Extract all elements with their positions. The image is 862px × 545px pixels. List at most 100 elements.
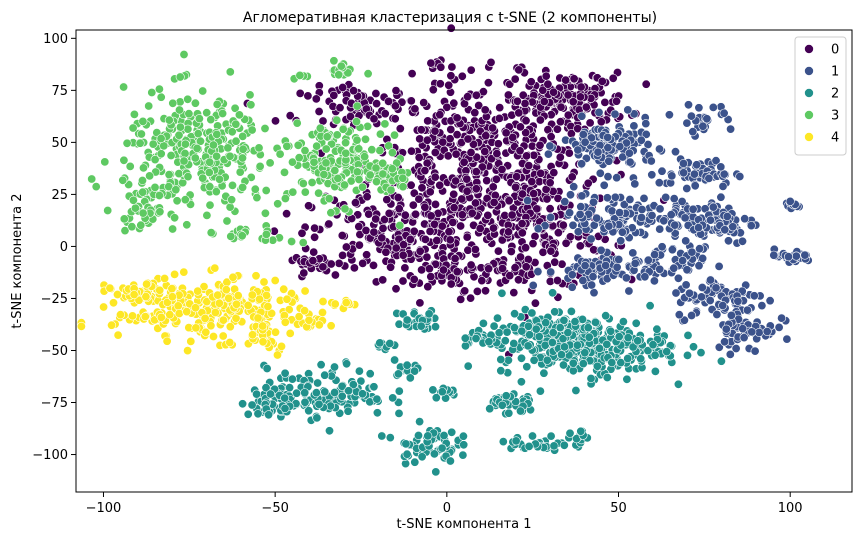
point-series-0	[398, 240, 408, 250]
point-series-3	[174, 169, 184, 179]
point-series-2	[516, 377, 526, 387]
point-series-3	[375, 129, 385, 139]
point-series-2	[437, 387, 447, 397]
point-series-2	[497, 288, 507, 298]
point-series-3	[154, 84, 164, 94]
point-series-3	[326, 208, 336, 218]
point-series-3	[260, 124, 270, 134]
point-series-0	[475, 224, 485, 234]
point-series-0	[561, 238, 571, 248]
point-series-1	[619, 200, 629, 210]
point-series-2	[503, 355, 513, 365]
point-series-3	[172, 196, 182, 206]
point-series-1	[630, 258, 640, 268]
point-series-2	[413, 430, 423, 440]
point-series-1	[669, 263, 679, 273]
x-axis-label: t-SNE компонента 1	[396, 517, 531, 532]
point-series-3	[309, 157, 319, 167]
point-series-0	[416, 125, 426, 135]
point-series-1	[624, 148, 634, 158]
point-series-2	[583, 323, 593, 333]
point-series-0	[510, 74, 520, 84]
point-series-0	[452, 267, 462, 277]
point-series-2	[416, 321, 426, 331]
point-series-2	[511, 436, 521, 446]
point-series-2	[314, 399, 324, 409]
point-series-0	[509, 288, 519, 298]
point-series-0	[511, 182, 521, 192]
legend-marker-0	[804, 44, 814, 54]
point-series-1	[705, 215, 715, 225]
point-series-1	[615, 208, 625, 218]
point-series-4	[233, 291, 243, 301]
legend-marker-2	[804, 88, 814, 98]
point-series-4	[253, 313, 263, 323]
point-series-0	[503, 90, 513, 100]
point-series-0	[310, 223, 320, 233]
point-series-0	[522, 151, 532, 161]
point-series-2	[716, 356, 726, 366]
point-series-2	[577, 314, 587, 324]
point-series-3	[246, 100, 256, 110]
point-series-0	[381, 247, 391, 257]
point-series-3	[175, 105, 185, 115]
point-series-0	[575, 92, 585, 102]
point-series-1	[677, 197, 687, 207]
x-tick-label: 0	[443, 501, 451, 516]
point-series-3	[275, 149, 285, 159]
point-series-4	[218, 331, 228, 341]
point-series-3	[261, 186, 271, 196]
point-series-3	[375, 146, 385, 156]
point-series-0	[504, 196, 514, 206]
point-series-2	[572, 340, 582, 350]
point-series-0	[526, 77, 536, 87]
point-series-0	[585, 118, 595, 128]
point-series-3	[212, 129, 222, 139]
point-series-2	[463, 361, 473, 371]
point-series-0	[362, 192, 372, 202]
legend-label-4: 4	[831, 131, 839, 146]
point-series-0	[552, 275, 562, 285]
point-series-1	[678, 159, 688, 169]
point-series-3	[398, 173, 408, 183]
point-series-1	[762, 326, 772, 336]
point-series-0	[386, 262, 396, 272]
series-1	[523, 100, 813, 359]
point-series-0	[435, 180, 445, 190]
point-series-1	[587, 280, 597, 290]
point-series-3	[205, 157, 215, 167]
legend-label-1: 1	[831, 65, 839, 80]
point-series-4	[160, 273, 170, 283]
point-series-0	[552, 124, 562, 134]
point-series-4	[156, 312, 166, 322]
point-series-0	[420, 202, 430, 212]
point-series-2	[478, 318, 488, 328]
point-series-1	[726, 124, 736, 134]
point-series-4	[105, 283, 115, 293]
point-series-1	[655, 204, 665, 214]
point-series-2	[592, 361, 602, 371]
point-series-3	[171, 185, 181, 195]
point-series-3	[139, 163, 149, 173]
point-series-3	[155, 207, 165, 217]
point-series-2	[238, 399, 248, 409]
point-series-0	[368, 260, 378, 270]
point-series-1	[607, 206, 617, 216]
point-series-0	[425, 226, 435, 236]
point-series-1	[687, 310, 697, 320]
point-series-2	[458, 450, 468, 460]
point-series-0	[299, 268, 309, 278]
point-series-2	[492, 313, 502, 323]
point-series-4	[258, 321, 268, 331]
point-series-0	[282, 209, 292, 219]
point-series-2	[502, 327, 512, 337]
point-series-0	[477, 162, 487, 172]
point-series-2	[601, 311, 611, 321]
point-series-0	[555, 152, 565, 162]
point-series-2	[460, 341, 470, 351]
point-series-1	[697, 282, 707, 292]
point-series-2	[313, 378, 323, 388]
point-series-0	[514, 108, 524, 118]
point-series-3	[87, 174, 97, 184]
point-series-4	[314, 320, 324, 330]
